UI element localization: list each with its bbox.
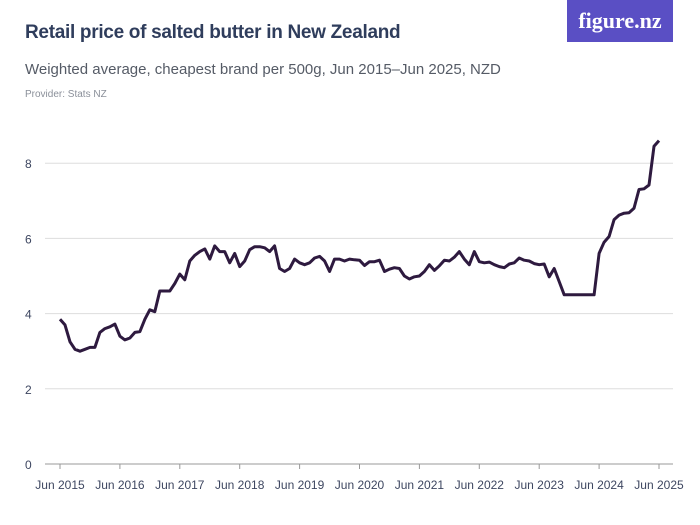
y-tick-label: 6 — [25, 232, 32, 246]
chart-subtitle: Weighted average, cheapest brand per 500… — [25, 61, 501, 78]
y-tick-label: 0 — [25, 458, 32, 472]
x-tick-label: Jun 2022 — [455, 478, 505, 492]
price-series-line — [58, 139, 661, 353]
x-tick-label: Jun 2019 — [275, 478, 325, 492]
chart-title: Retail price of salted butter in New Zea… — [25, 22, 401, 43]
x-tick-label: Jun 2021 — [395, 478, 445, 492]
x-tick-label: Jun 2017 — [155, 478, 205, 492]
x-tick-label: Jun 2025 — [634, 478, 684, 492]
y-tick-label: 8 — [25, 157, 32, 171]
x-tick-label: Jun 2023 — [515, 478, 565, 492]
x-tick-label: Jun 2024 — [574, 478, 624, 492]
provider-label: Provider: Stats NZ — [25, 89, 107, 100]
figure-nz-logo[interactable]: figure.nz — [567, 0, 673, 42]
x-tick-label: Jun 2018 — [215, 478, 265, 492]
x-tick-label: Jun 2015 — [35, 478, 85, 492]
x-tick-label: Jun 2020 — [335, 478, 385, 492]
x-tick-label: Jun 2016 — [95, 478, 145, 492]
y-tick-label: 4 — [25, 308, 32, 322]
y-tick-label: 2 — [25, 383, 32, 397]
